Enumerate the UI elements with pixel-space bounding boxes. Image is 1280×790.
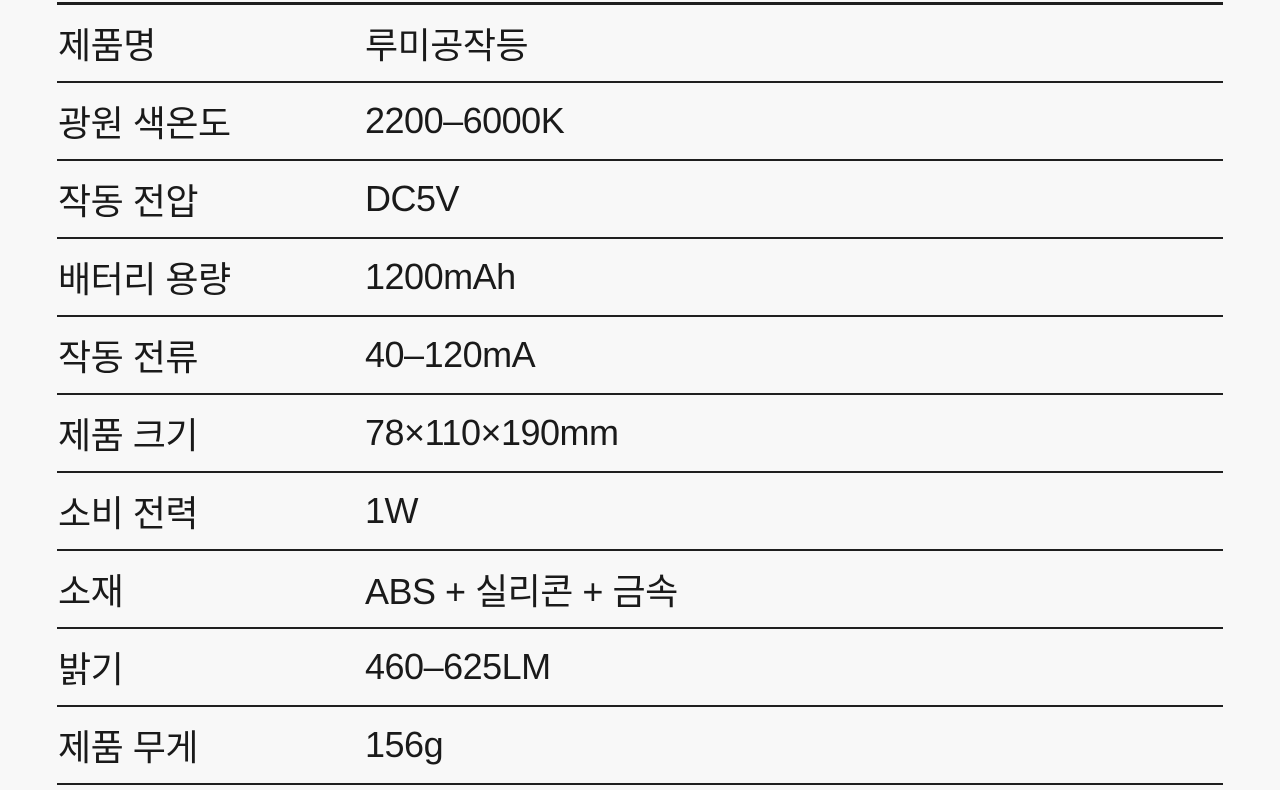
spec-value: 루미공작등 [365,25,529,66]
spec-value: ABS + 실리콘 + 금속 [365,571,678,612]
spec-row-brightness: 밝기 460–625LM [57,629,1223,707]
spec-label: 제품명 [58,25,156,66]
spec-value: 156g [365,724,444,765]
spec-row-product-weight: 제품 무게 156g [57,707,1223,785]
spec-value: 78×110×190mm [365,412,619,453]
spec-label: 제품 무게 [58,727,198,768]
spec-row-product-size: 제품 크기 78×110×190mm [57,395,1223,473]
spec-label: 작동 전류 [58,337,198,378]
spec-label: 밝기 [58,649,124,690]
spec-label: 작동 전압 [58,181,198,222]
spec-label: 광원 색온도 [58,103,231,144]
spec-label: 소재 [58,571,124,612]
spec-row-material: 소재 ABS + 실리콘 + 금속 [57,551,1223,629]
spec-label: 제품 크기 [58,415,198,456]
spec-row-product-name: 제품명 루미공작등 [57,5,1223,83]
spec-value: 1200mAh [365,256,516,297]
spec-row-operating-voltage: 작동 전압 DC5V [57,161,1223,239]
spec-row-power-consumption: 소비 전력 1W [57,473,1223,551]
spec-value: DC5V [365,178,460,219]
spec-row-color-temperature: 광원 색온도 2200–6000K [57,83,1223,161]
spec-value: 2200–6000K [365,100,565,141]
spec-row-operating-current: 작동 전류 40–120mA [57,317,1223,395]
product-spec-table: 제품명 루미공작등 광원 색온도 2200–6000K 작동 전압 DC5V 배… [57,2,1223,785]
spec-label: 배터리 용량 [58,259,231,300]
spec-value: 40–120mA [365,334,536,375]
spec-value: 460–625LM [365,646,551,687]
spec-value: 1W [365,490,419,531]
spec-label: 소비 전력 [58,493,198,534]
spec-row-battery-capacity: 배터리 용량 1200mAh [57,239,1223,317]
